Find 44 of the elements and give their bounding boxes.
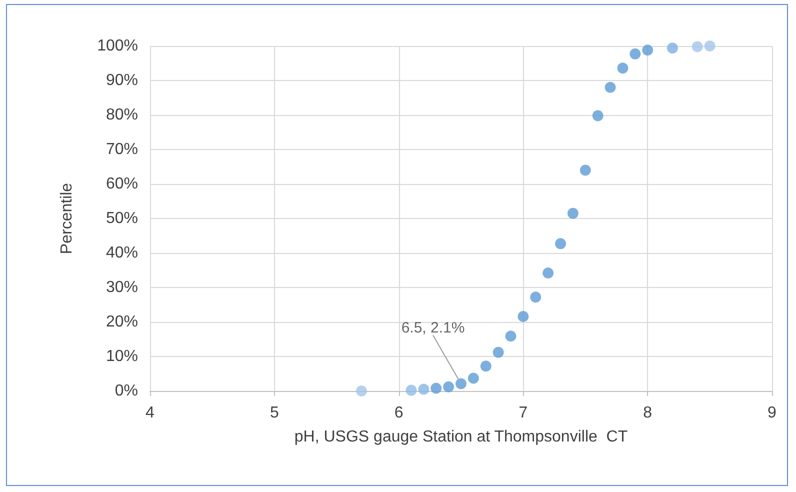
y-tick-label: 100% bbox=[97, 38, 138, 54]
point bbox=[356, 386, 367, 396]
point bbox=[630, 48, 641, 60]
annotation: 6.5, 2.1% bbox=[401, 319, 465, 336]
point bbox=[530, 292, 542, 303]
x-tick-label: 5 bbox=[270, 404, 279, 422]
y-tick-label: 80% bbox=[106, 106, 138, 124]
point bbox=[666, 42, 678, 54]
point bbox=[592, 110, 604, 122]
x-tick-label: 9 bbox=[768, 404, 777, 422]
point bbox=[480, 360, 492, 372]
point bbox=[604, 82, 616, 93]
point bbox=[555, 238, 566, 250]
x-axis-title: pH, USGS gauge Station at Thompsonville CT bbox=[294, 428, 628, 446]
y-tick-label: 0% bbox=[114, 382, 138, 400]
point bbox=[542, 268, 554, 279]
point bbox=[692, 41, 703, 52]
y-tick-label: 50% bbox=[106, 210, 138, 227]
point bbox=[518, 310, 529, 322]
point bbox=[468, 372, 479, 384]
point bbox=[704, 40, 716, 52]
point bbox=[406, 384, 417, 396]
y-tick-label: 90% bbox=[106, 72, 138, 89]
y-tick-label: 20% bbox=[106, 314, 138, 330]
x-tick-label: 8 bbox=[643, 404, 652, 422]
point bbox=[418, 384, 430, 395]
y-tick-label: 30% bbox=[106, 279, 138, 296]
y-tick-label: 40% bbox=[106, 244, 138, 262]
point bbox=[617, 62, 628, 74]
point bbox=[642, 44, 654, 56]
point bbox=[430, 382, 442, 394]
x-tick-label: 4 bbox=[146, 404, 155, 422]
y-axis-title: Percentile bbox=[58, 182, 76, 254]
y-tick-label: 10% bbox=[106, 348, 138, 365]
point bbox=[580, 164, 591, 176]
point bbox=[443, 381, 454, 392]
y-tick-label: 60% bbox=[106, 176, 138, 192]
point bbox=[567, 208, 578, 219]
x-tick-label: 7 bbox=[518, 404, 528, 422]
point bbox=[456, 378, 466, 390]
x-tick-label: 6 bbox=[394, 404, 404, 422]
y-tick-label: 70% bbox=[106, 141, 138, 158]
point bbox=[505, 330, 516, 342]
point bbox=[492, 346, 504, 358]
